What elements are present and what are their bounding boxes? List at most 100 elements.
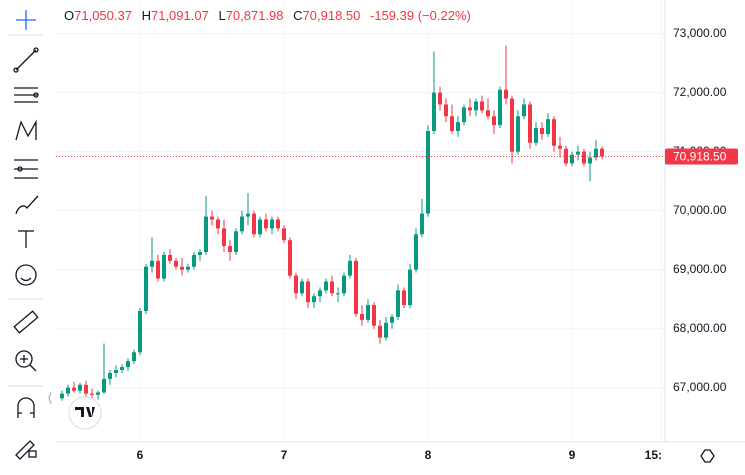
y-tick-label: 67,000.00 xyxy=(673,380,727,394)
lock-tool[interactable] xyxy=(15,440,37,460)
candle-body xyxy=(522,104,526,117)
candle-body xyxy=(234,231,238,252)
candle-body xyxy=(372,305,376,326)
candle-body xyxy=(390,316,394,323)
y-tick-label: 70,000.00 xyxy=(673,203,727,217)
candle-body xyxy=(120,367,124,371)
y-tick-label: 69,000.00 xyxy=(673,262,727,276)
forecast-tool[interactable] xyxy=(14,159,38,179)
value: 70,918.50 xyxy=(303,8,361,23)
candle-body xyxy=(438,92,442,105)
y-tick-label: 68,000.00 xyxy=(673,321,727,335)
candle-body xyxy=(378,325,382,338)
candle-body xyxy=(498,89,502,126)
candle-body xyxy=(576,151,580,155)
candle-body xyxy=(348,260,352,276)
candle-body xyxy=(396,290,400,317)
candle-body xyxy=(492,116,496,126)
text-tool[interactable] xyxy=(18,230,34,248)
label: H xyxy=(142,8,151,23)
zoom-tool[interactable] xyxy=(15,350,37,372)
candle-body xyxy=(228,246,232,252)
candle-body xyxy=(474,101,478,111)
crosshair-tool[interactable] xyxy=(16,10,36,30)
candle-body xyxy=(510,98,514,152)
candle-body xyxy=(546,119,550,134)
candle-body xyxy=(504,89,508,99)
candle-body xyxy=(384,322,388,338)
fib-tool[interactable] xyxy=(14,87,39,103)
candle-body xyxy=(264,219,268,229)
candle-body xyxy=(486,110,490,117)
candle-body xyxy=(126,361,130,368)
candle-body xyxy=(468,107,472,111)
brush-tool[interactable] xyxy=(15,195,39,215)
candle-body xyxy=(60,393,64,399)
candle-body xyxy=(258,219,262,235)
candle-body xyxy=(72,387,76,391)
candle-body xyxy=(516,116,520,152)
candle-body xyxy=(240,216,244,232)
grid xyxy=(56,0,665,442)
candle-body xyxy=(426,131,430,214)
candle-body xyxy=(204,216,208,252)
candle-body xyxy=(216,219,220,229)
logo[interactable] xyxy=(68,396,102,430)
candle-body xyxy=(294,275,298,294)
candle-body xyxy=(270,219,274,229)
candle-body xyxy=(144,266,148,311)
settings-button[interactable] xyxy=(700,449,715,463)
x-tick-label: 8 xyxy=(425,448,432,462)
y-tick-label: 72,000.00 xyxy=(673,85,727,99)
candle-body xyxy=(582,151,586,164)
candle-body xyxy=(414,234,418,270)
candle-body xyxy=(354,260,358,314)
value: 70,871.98 xyxy=(226,8,284,23)
x-tick-label: 7 xyxy=(281,448,288,462)
candle-body xyxy=(96,392,100,395)
candle-body xyxy=(594,148,598,158)
toolbar xyxy=(8,10,715,463)
emoji-tool[interactable] xyxy=(15,264,37,286)
last-price-label: 70,918.50 xyxy=(673,150,727,164)
candle-body xyxy=(246,213,250,217)
candle-body xyxy=(432,92,436,132)
candle-body xyxy=(462,107,466,123)
candle-body xyxy=(150,260,154,267)
candle-body xyxy=(534,128,538,143)
trend-line-tool[interactable] xyxy=(13,47,39,73)
ruler-tool[interactable] xyxy=(13,310,39,334)
label: L xyxy=(218,8,225,23)
plot-area xyxy=(60,45,604,401)
ohlc-header: O71,050.37 H71,091.07 L70,871.98 C70,918… xyxy=(64,8,471,23)
candle-body xyxy=(342,275,346,294)
candle-body xyxy=(318,290,322,297)
candle-body xyxy=(306,281,310,303)
magnet-tool[interactable] xyxy=(17,397,35,418)
candle-body xyxy=(570,154,574,164)
candle-body xyxy=(336,293,340,295)
candle-body xyxy=(552,119,556,146)
candle-body xyxy=(456,122,460,132)
candle-body xyxy=(108,372,112,379)
candle-body xyxy=(102,378,106,393)
candle-body xyxy=(402,290,406,306)
candle-body xyxy=(312,296,316,303)
candle-body xyxy=(180,266,184,270)
x-tick-label: 15: xyxy=(645,448,662,462)
x-tick-label: 6 xyxy=(137,448,144,462)
value: 71,050.37 xyxy=(74,8,132,23)
candle-body xyxy=(90,393,94,395)
candle-body xyxy=(360,313,364,320)
collapse-toggle[interactable] xyxy=(48,391,52,405)
candle-body xyxy=(252,213,256,235)
logo-mark xyxy=(75,407,95,417)
candle-body xyxy=(540,128,544,134)
value: 71,091.07 xyxy=(151,8,209,23)
candle-body xyxy=(300,281,304,294)
candle-body xyxy=(156,260,160,279)
candle-body xyxy=(84,384,88,394)
candle-body xyxy=(276,219,280,229)
pattern-tool[interactable] xyxy=(15,119,37,141)
